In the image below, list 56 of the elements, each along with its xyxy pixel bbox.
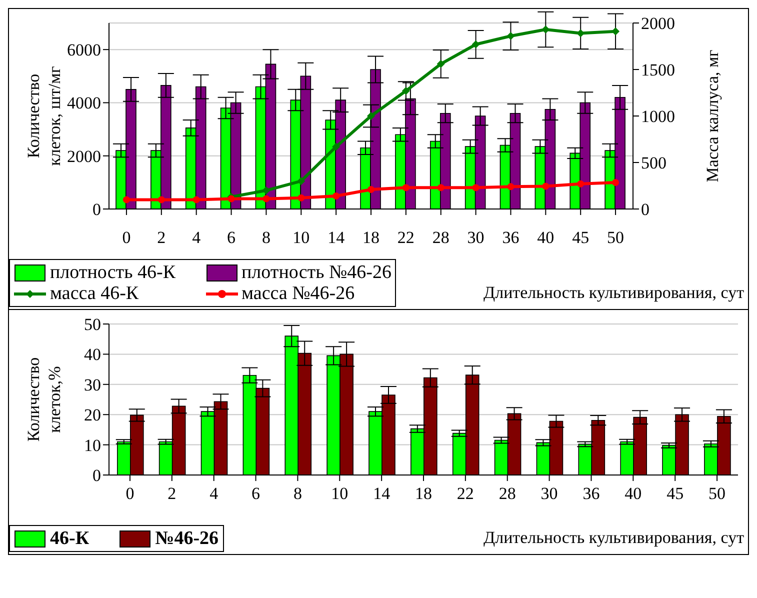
y-tick-label: 40 [84, 345, 101, 364]
y2-tick-label: 1500 [641, 60, 675, 80]
y-tick-label: 10 [84, 436, 101, 455]
y-tick-label: 50 [84, 315, 101, 334]
y2-tick-label: 0 [641, 200, 650, 220]
x-tick-label: 8 [262, 228, 270, 248]
x-tick-label: 22 [397, 228, 414, 248]
legend-label: плотность №46-26 [242, 262, 392, 283]
y2-tick-label: 500 [641, 154, 666, 173]
x-tick-label: 28 [498, 484, 516, 504]
legend-label: масса №46-26 [242, 283, 355, 304]
x-axis-title: Длительность культивирования, сут [483, 283, 744, 304]
x-tick-label: 10 [292, 228, 310, 248]
x-tick-label: 40 [537, 228, 554, 248]
y-tick-label: 4000 [67, 94, 101, 113]
x-tick-label: 40 [624, 484, 642, 504]
x-tick-label: 28 [432, 228, 450, 248]
x-tick-label: 6 [227, 228, 236, 248]
legend-label: масса 46-К [50, 283, 139, 304]
y2-axis-title: Масса каллуса, мг [703, 50, 722, 182]
y-tick-label: 30 [84, 375, 101, 394]
legend-label: плотность 46-К [50, 262, 176, 283]
y2-tick-label: 1000 [641, 107, 675, 126]
x-tick-label: 50 [708, 484, 726, 504]
y-tick-label: 0 [92, 200, 101, 220]
x-tick-label: 18 [415, 484, 432, 504]
x-tick-label: 0 [122, 228, 131, 248]
x-tick-label: 8 [293, 484, 302, 504]
x-tick-label: 10 [331, 484, 348, 504]
x-tick-label: 18 [362, 228, 380, 248]
x-tick-label: 0 [126, 484, 134, 504]
x-tick-label: 22 [456, 484, 474, 504]
x-tick-label: 30 [467, 228, 484, 248]
x-tick-label: 2 [168, 484, 176, 504]
x-tick-label: 6 [252, 484, 260, 504]
x-tick-label: 4 [210, 484, 219, 504]
y2-tick-label: 2000 [641, 14, 675, 34]
x-tick-label: 30 [540, 484, 558, 504]
x-tick-label: 45 [666, 484, 684, 504]
x-tick-label: 36 [582, 484, 600, 504]
y-tick-label: 6000 [67, 40, 101, 60]
x-axis-title: Длительность культивирования, сут [483, 528, 744, 549]
y-tick-label: 20 [84, 406, 101, 425]
y-tick-label: 2000 [67, 146, 101, 166]
y-axis-title: Количество клеток, шт/мг [24, 66, 64, 166]
y-axis-title: Количество клеток,% [24, 357, 64, 442]
x-tick-label: 50 [607, 228, 624, 248]
x-tick-label: 36 [502, 228, 520, 248]
x-tick-label: 45 [572, 228, 590, 248]
x-tick-label: 14 [328, 228, 346, 248]
x-tick-label: 4 [192, 228, 202, 248]
legend-label: №46-26 [155, 528, 219, 549]
y-tick-label: 0 [92, 466, 101, 486]
x-tick-label: 14 [373, 484, 391, 504]
legend-label: 46-К [50, 528, 90, 549]
x-tick-label: 2 [157, 228, 166, 248]
